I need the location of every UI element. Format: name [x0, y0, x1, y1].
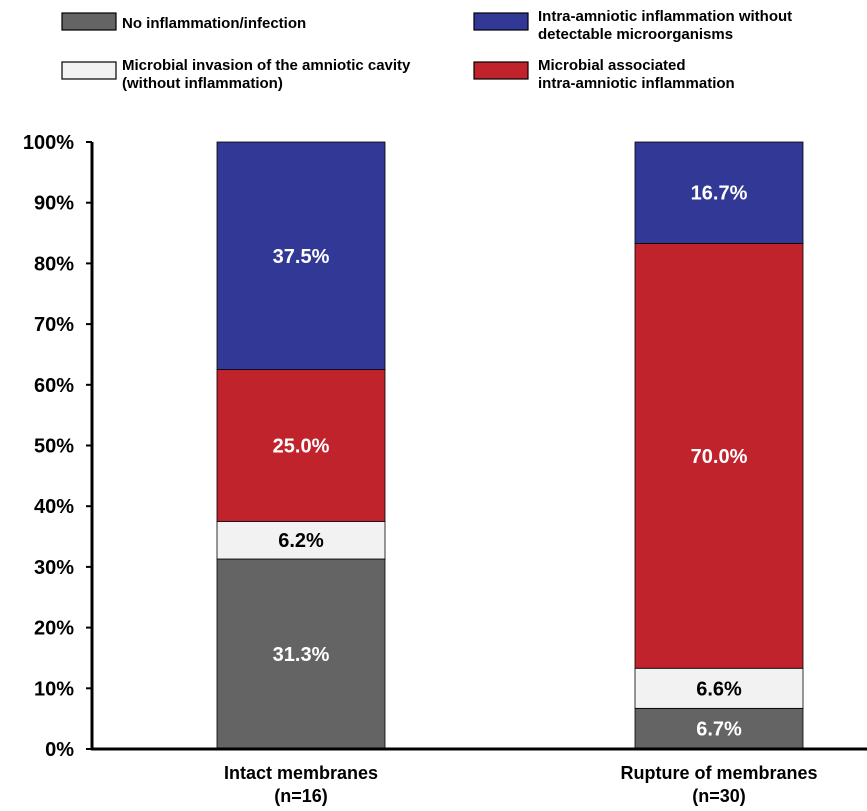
chart-legend: No inflammation/infection Intra-amniotic …	[61, 8, 792, 92]
x-category-label: (n=30)	[692, 786, 746, 806]
legend-entry: No inflammation/infection	[61, 12, 306, 32]
data-label: 6.2%	[278, 530, 324, 552]
legend-label: Intra-amniotic inflammation without	[538, 8, 792, 25]
data-label: 70.0%	[691, 446, 748, 468]
bar-segment-no-inflammation	[634, 707, 804, 750]
legend-label: detectable microorganisms	[538, 26, 733, 43]
legend-entry: Intra-amniotic inflammation withoutdetec…	[473, 8, 792, 43]
y-tick-label: 10%	[34, 678, 74, 700]
legend-label: Microbial invasion of the amniotic cavit…	[122, 57, 411, 74]
data-label: 16.7%	[691, 183, 748, 205]
y-tick-label: 0%	[45, 739, 74, 761]
legend-label: (without inflammation)	[122, 75, 283, 92]
y-tick-label: 90%	[34, 193, 74, 215]
x-category-label: Intact membranes	[224, 763, 378, 783]
legend-label: No inflammation/infection	[122, 15, 306, 32]
data-label: 6.6%	[696, 678, 742, 700]
y-tick-label: 70%	[34, 314, 74, 336]
y-tick-label: 100%	[23, 132, 74, 154]
bar-segment-no-inflammation	[216, 558, 386, 750]
data-label: 6.7%	[696, 719, 742, 741]
chart-data-labels: 31.3% 6.2% 25.0% 37.5% 6.7% 6.6% 70.0% 16.7%	[273, 183, 748, 741]
bar-segment-microbial-invasion	[634, 667, 804, 709]
x-category-label: Rupture of membranes	[620, 763, 817, 783]
chart-axes: 0% 10% 20% 30% 40% 50% 60% 70% 80% 90% 100% Intact …	[23, 132, 867, 806]
legend-swatch	[61, 61, 117, 80]
bar-segment-inflammation-without-microorganisms	[634, 141, 804, 244]
data-label: 25.0%	[273, 436, 330, 458]
bar-segment-microbial-invasion	[216, 520, 386, 560]
legend-label: Microbial associated	[538, 57, 686, 74]
y-tick-label: 50%	[34, 436, 74, 458]
legend-swatch	[473, 12, 529, 31]
y-tick-label: 30%	[34, 557, 74, 579]
legend-label: intra-amniotic inflammation	[538, 75, 735, 92]
legend-entry: Microbial invasion of the amniotic cavit…	[61, 57, 411, 92]
y-tick-label: 40%	[34, 496, 74, 518]
bar-segment-inflammation-without-microorganisms	[216, 141, 386, 371]
y-tick-label: 60%	[34, 375, 74, 397]
data-label: 31.3%	[273, 644, 330, 666]
x-category-label: (n=16)	[274, 786, 328, 806]
bar-segment-microbial-associated-inflammation	[634, 242, 804, 669]
data-label: 37.5%	[273, 246, 330, 268]
y-tick-label: 20%	[34, 618, 74, 640]
chart-bars	[216, 141, 804, 750]
y-tick-label: 80%	[34, 253, 74, 275]
legend-swatch	[473, 61, 529, 80]
legend-swatch	[61, 12, 117, 31]
